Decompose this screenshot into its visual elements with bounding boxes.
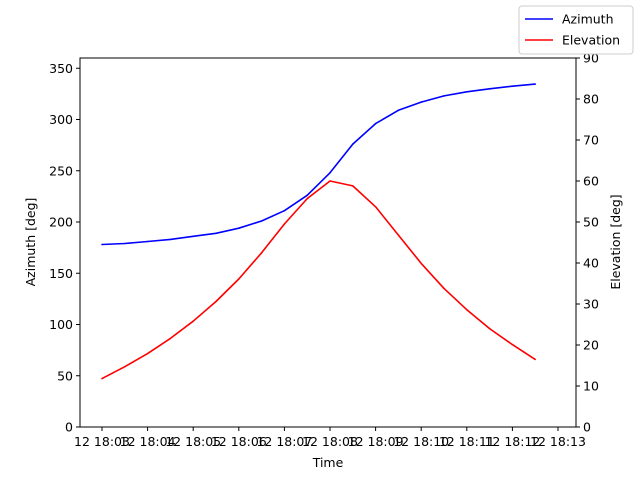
data-point-azimuth: [420, 101, 423, 103]
data-point-azimuth: [443, 95, 445, 97]
data-point-azimuth: [306, 194, 309, 197]
data-point-azimuth: [283, 209, 286, 212]
y-right-tick-label: 60: [583, 174, 599, 189]
x-tick-label: 12 18:10: [393, 434, 449, 449]
data-point-elevation: [329, 180, 331, 182]
series-line-azimuth: [101, 83, 536, 246]
data-point-elevation: [352, 185, 354, 187]
data-point-elevation: [146, 352, 149, 355]
plot-layer: 0501001502002503003500102030405060708090…: [49, 51, 599, 450]
data-point-azimuth: [374, 122, 377, 125]
data-point-elevation: [534, 358, 536, 361]
x-axis-title: Time: [312, 455, 344, 470]
data-point-elevation: [466, 308, 468, 311]
data-point-elevation: [488, 327, 491, 330]
data-point-elevation: [169, 337, 172, 340]
data-point-azimuth: [260, 220, 263, 222]
y-left-tick-label: 0: [65, 420, 73, 435]
y-left-tick-label: 100: [49, 317, 73, 332]
y-right-tick-label: 70: [583, 133, 599, 148]
data-point-elevation: [397, 234, 400, 236]
x-tick-label: 12 18:09: [348, 434, 404, 449]
x-tick-label: 12 18:13: [530, 434, 586, 449]
data-point-elevation: [420, 262, 423, 265]
data-point-elevation: [101, 377, 103, 380]
y-right-tick-label: 40: [583, 256, 599, 271]
y-right-tick-label: 10: [583, 379, 599, 394]
data-point-elevation: [215, 300, 217, 303]
series-line-elevation: [101, 180, 536, 380]
data-point-azimuth: [101, 243, 103, 246]
data-point-azimuth: [329, 172, 331, 174]
x-tick-label: 12 18:04: [120, 434, 176, 449]
data-point-elevation: [511, 343, 514, 346]
legend-label-azimuth: Azimuth: [562, 12, 614, 27]
x-tick-label: 12 18:08: [302, 434, 358, 449]
x-axis-label: Time: [312, 455, 344, 470]
data-point-azimuth: [169, 238, 172, 241]
legend-box: [518, 5, 634, 55]
y-axis-left-title: Azimuth [deg]: [23, 198, 38, 287]
data-point-elevation: [443, 287, 445, 290]
data-point-azimuth: [488, 88, 491, 90]
y-right-tick-label: 30: [583, 297, 599, 312]
y-left-tick-label: 350: [49, 61, 73, 76]
x-tick-label: 12 18:03: [74, 434, 130, 449]
legend-label-elevation: Elevation: [562, 33, 620, 48]
y-right-tick-label: 20: [583, 338, 599, 353]
y-left-tick-label: 150: [49, 266, 73, 281]
y-left-tick-label: 50: [57, 368, 73, 383]
y-right-tick-label: 80: [583, 92, 599, 107]
y-axis-right-title: Elevation [deg]: [608, 194, 623, 289]
data-point-azimuth: [397, 109, 400, 112]
data-point-elevation: [374, 206, 377, 208]
legend: Azimuth Elevation: [518, 5, 634, 55]
data-point-azimuth: [352, 143, 354, 145]
data-point-elevation: [306, 197, 309, 200]
data-point-azimuth: [215, 232, 217, 235]
data-point-elevation: [192, 320, 194, 323]
x-tick-label: 12 18:05: [165, 434, 221, 449]
data-point-elevation: [124, 365, 126, 368]
data-point-azimuth: [192, 235, 194, 238]
plot-frame: [79, 57, 577, 428]
y-left-tick-label: 250: [49, 163, 73, 178]
data-point-azimuth: [146, 240, 149, 243]
data-point-azimuth: [511, 85, 514, 87]
data-point-azimuth: [534, 83, 536, 85]
x-tick-label: 12 18:11: [439, 434, 495, 449]
data-point-azimuth: [238, 227, 240, 229]
data-point-azimuth: [124, 242, 126, 245]
y-left-tick-label: 200: [49, 215, 73, 230]
x-tick-label: 12 18:07: [256, 434, 312, 449]
y-left-tick-label: 300: [49, 112, 73, 127]
data-point-azimuth: [466, 91, 468, 93]
y-right-tick-label: 0: [583, 420, 591, 435]
y-right-tick-label: 50: [583, 215, 599, 230]
x-tick-label: 12 18:06: [211, 434, 267, 449]
x-tick-label: 12 18:12: [484, 434, 540, 449]
data-point-elevation: [283, 223, 286, 225]
data-point-elevation: [260, 252, 263, 254]
data-point-elevation: [238, 278, 240, 280]
